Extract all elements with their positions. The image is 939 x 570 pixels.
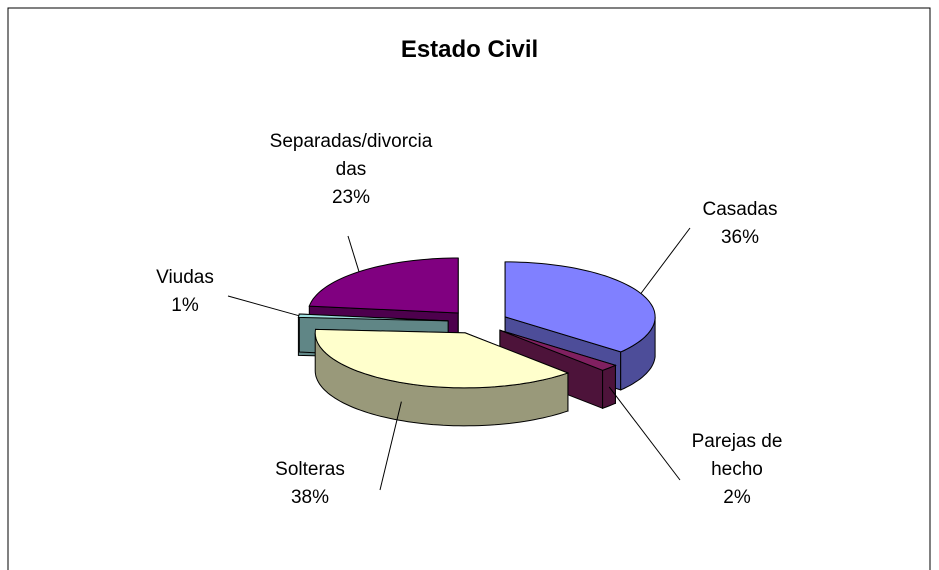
slice-name: Casadas xyxy=(702,199,778,220)
chart-border xyxy=(7,7,931,570)
slice-side xyxy=(602,364,616,410)
slice-top xyxy=(499,329,617,371)
leader-line xyxy=(379,401,402,491)
slice-value: 2% xyxy=(723,487,751,508)
chart-title: Estado Civil xyxy=(400,36,539,63)
slice-label: Separadas/divorciadas 23% xyxy=(266,128,436,212)
leader-line xyxy=(608,386,681,481)
slice-value: 1% xyxy=(171,295,199,316)
slice-name: Parejas de hecho xyxy=(691,431,783,480)
slice-name: Viudas xyxy=(156,267,214,288)
slice-value: 23% xyxy=(331,187,371,208)
leader-line xyxy=(347,235,360,272)
slice-name: Solteras xyxy=(275,459,345,480)
slice-label: Solteras 38% xyxy=(260,456,360,512)
slice-label: Parejas de hecho 2% xyxy=(672,428,802,512)
slice-label: Casadas 36% xyxy=(690,196,790,252)
leader-line xyxy=(640,227,691,294)
slice-top xyxy=(314,328,570,389)
leader-line xyxy=(227,295,299,317)
slice-value: 38% xyxy=(290,487,330,508)
slice-name: Separadas/divorciadas xyxy=(269,131,433,180)
slice-value: 36% xyxy=(720,227,760,248)
slice-label: Viudas 1% xyxy=(130,264,240,320)
